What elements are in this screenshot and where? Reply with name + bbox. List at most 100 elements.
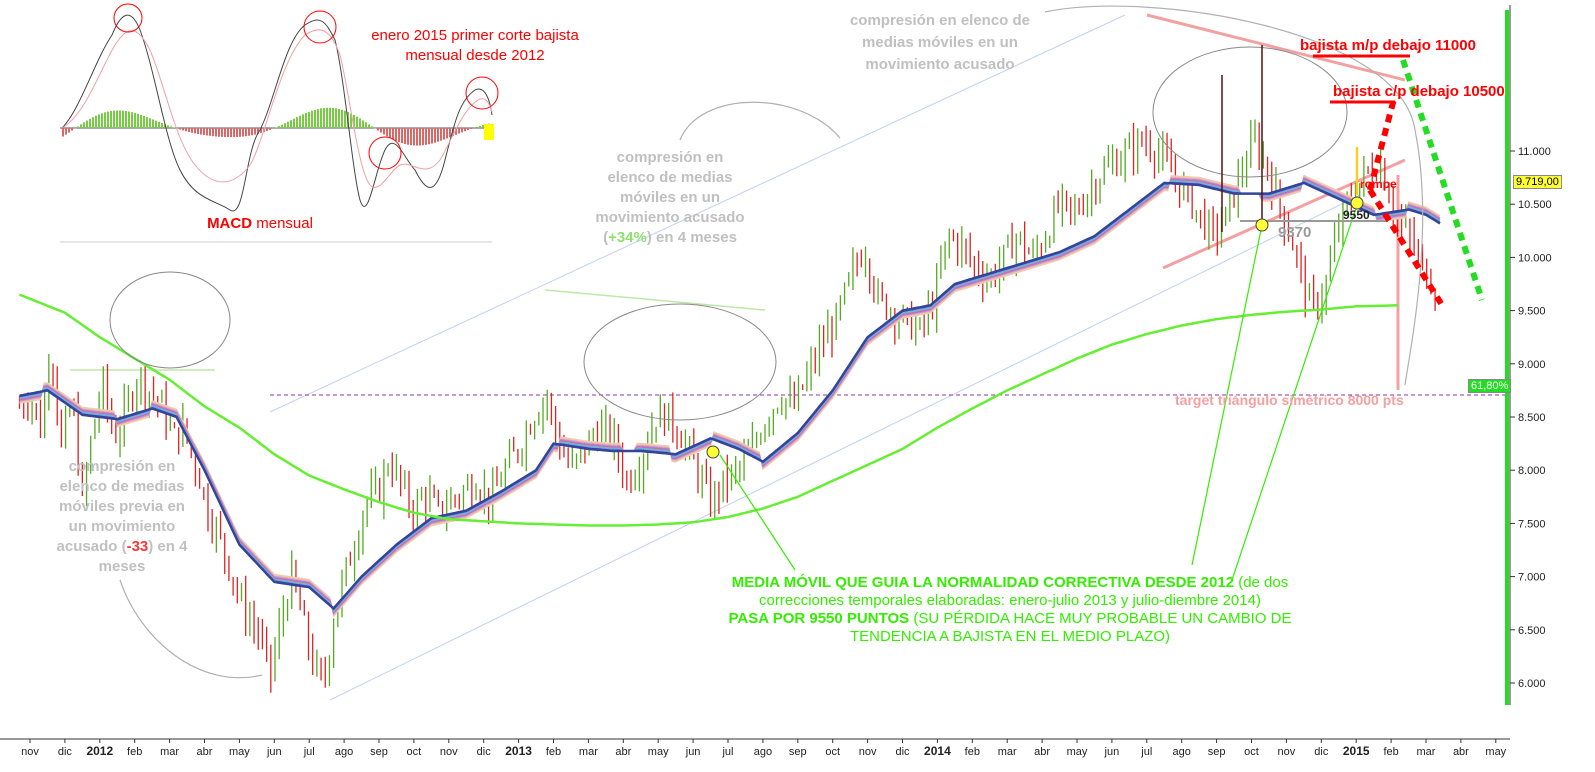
ellipse-2012 [109,271,231,369]
macd-hist-bar [182,128,184,131]
macd-hist-bar [278,126,280,128]
macd-hist-bar [83,122,85,128]
price-bars [18,119,1436,693]
macd-hist-bar [266,128,268,132]
macd-label: MACD mensual [190,214,330,234]
fib-61-8-box: 61,80% [1468,379,1512,393]
macd-hist-bar [245,128,247,137]
macd-hist-bar [227,128,229,138]
macd-hist-bar [311,110,313,128]
macd-hist-bar [440,128,442,141]
green-note-bold-2: PASA POR 9550 PUNTOS [728,610,910,627]
macd-hist-bar [206,128,208,136]
level-9550-label: 9550 [1343,208,1370,222]
macd-hist-bar [416,128,418,146]
ribbon-line [19,176,1441,616]
macd-hist-bar [404,128,406,145]
ribbon-line [19,180,1441,612]
macd-hist-bar [137,113,139,128]
x-tick-label: may [1067,746,1088,758]
arrow-top-note [1044,5,1424,386]
macd-hist-bar [149,118,151,128]
green-pointer-3 [1231,204,1358,581]
macd-hist-bar [122,110,124,128]
green-pointer-1 [719,454,796,571]
macd-hist-bar [464,128,466,132]
macd-hist-bar [365,122,367,128]
channel-upper [269,14,1126,413]
macd-hist-bar [326,107,328,128]
macd-hist-bar [65,128,67,135]
x-tick-label: abr [197,746,213,758]
macd-hist-bar [71,128,73,131]
x-tick-label: oct [407,746,422,758]
x-tick-label: ago [335,746,353,758]
ribbon-line [19,175,1441,617]
x-tick-label: jul [303,746,315,758]
macd-hist-bar [284,123,286,128]
y-tick-label: 10.500 [1518,199,1552,211]
x-tick-label: jun [266,746,282,758]
macd-hist-bar [269,128,271,130]
x-tick-label: ago [754,746,772,758]
macd-hist-bar [92,117,94,128]
x-tick-label: ago [1173,746,1191,758]
macd-hist-bar [68,128,70,133]
macd-hist-bar [476,126,478,128]
y-axis: 11.000 10.500 10.000 9.500 9.000 8.500 8.000 7.… [1505,5,1552,705]
x-tick-label: feb [127,746,142,758]
macd-circle-2 [303,10,337,44]
trend-channels [70,13,1406,701]
macd-hist-bar [155,120,157,128]
x-tick-label: may [229,746,250,758]
y-tick-label: 7.000 [1518,572,1546,584]
macd-hist-bar [425,128,427,145]
x-tick-label: feb [1383,746,1398,758]
macd-hist-bar [320,108,322,128]
y-tick-label: 8.000 [1518,465,1546,477]
macd-hist-bar [215,128,217,137]
macd-hist-bar [335,108,337,128]
x-tick-label: jun [685,746,701,758]
x-tick-label: mar [1417,746,1436,758]
note-left-text-1: compresión en elenco de medias móviles p… [56,458,185,555]
red-projection-up [1367,94,1398,191]
macd-hist-bar [185,128,187,132]
macd-hist-bar [125,110,127,128]
x-tick-label: jul [1140,746,1152,758]
level-9370-label: 9370 [1278,224,1311,241]
yellow-point-9370 [1255,218,1269,232]
macd-hist-bar [392,128,394,140]
channel-lower [329,194,1361,701]
macd-hist-bar [398,128,400,143]
macd-hist-bar [296,117,298,128]
macd-circle-4 [465,76,499,110]
x-tick-label: may [1485,746,1506,758]
macd-line [61,14,493,212]
macd-hist-bar [134,112,136,128]
macd-hist-bar [116,110,118,128]
x-tick-label: nov [21,746,39,758]
macd-hist-bar [344,110,346,128]
macd-hist-bar [119,110,121,128]
macd-hist-bar [107,111,109,128]
macd-signal [61,29,493,188]
macd-hist-bar [350,113,352,128]
macd-hist-bar [314,109,316,128]
moving-average-ribbon [19,174,1441,618]
x-tick-label: dic [58,746,73,758]
green-ma-note: MEDIA MÓVIL QUE GUIA LA NORMALIDAD CORRE… [715,574,1305,646]
macd-yellow-marker [484,124,494,140]
red-projection [1367,188,1445,307]
x-tick-label: oct [825,746,840,758]
note-left-pct: -33 [126,538,149,555]
macd-hist-bar [323,107,325,128]
macd-hist-bar [257,128,259,134]
note-mid-text-1: compresión en elenco de medias móviles e… [595,149,745,246]
macd-hist-bar [233,128,235,138]
macd-hist-bar [95,115,97,128]
macd-label-bold: MACD [207,215,253,232]
macd-hist-bar [317,109,319,128]
note-compression-mid: compresión en elenco de medias móviles e… [595,148,745,248]
